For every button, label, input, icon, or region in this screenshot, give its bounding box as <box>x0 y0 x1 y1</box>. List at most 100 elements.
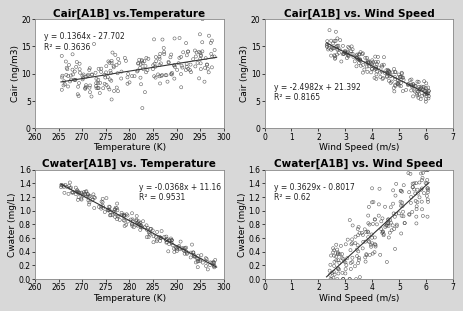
Point <box>343 49 350 54</box>
Point <box>179 50 187 55</box>
Point <box>140 59 148 64</box>
Point <box>389 67 397 72</box>
Point <box>97 204 105 209</box>
Point <box>391 77 398 81</box>
Point <box>419 85 426 90</box>
Point <box>75 191 83 196</box>
Point <box>355 230 363 235</box>
Point <box>131 74 138 79</box>
Point <box>355 255 362 260</box>
Point <box>180 248 188 253</box>
Point <box>381 204 388 209</box>
Point <box>144 56 152 61</box>
Point <box>424 89 432 94</box>
Point <box>208 38 215 43</box>
Point <box>363 55 370 60</box>
Point <box>368 200 375 205</box>
Point <box>176 247 183 252</box>
Point <box>348 255 355 260</box>
Point <box>206 263 213 268</box>
Point <box>365 253 373 258</box>
Point <box>416 86 424 91</box>
Point <box>386 217 393 222</box>
Point <box>138 61 146 66</box>
Point <box>407 209 415 214</box>
Point <box>210 263 217 268</box>
Point <box>60 83 67 88</box>
Point <box>119 217 127 222</box>
Point <box>113 201 120 206</box>
Point <box>85 67 93 72</box>
Point <box>142 55 150 60</box>
Point <box>187 255 194 260</box>
Point <box>397 70 405 75</box>
Point <box>104 74 111 79</box>
Point <box>180 246 187 251</box>
Point <box>334 267 341 272</box>
Point <box>108 97 115 102</box>
Point <box>327 276 334 281</box>
Point <box>157 229 165 234</box>
Point <box>133 69 141 74</box>
Point <box>333 276 340 281</box>
Point <box>422 181 429 186</box>
Point <box>191 64 199 69</box>
Point <box>363 58 371 63</box>
Point <box>417 178 425 183</box>
Point <box>210 263 218 268</box>
Point <box>331 56 338 61</box>
Point <box>94 77 102 82</box>
Point <box>196 61 204 66</box>
Point <box>61 190 68 195</box>
Point <box>330 272 338 277</box>
Point <box>407 88 414 93</box>
Point <box>101 75 109 80</box>
Point <box>352 53 359 58</box>
Point <box>65 191 72 196</box>
Point <box>399 214 406 219</box>
Point <box>150 234 157 239</box>
Point <box>181 251 188 256</box>
Point <box>196 50 204 55</box>
Point <box>369 199 376 204</box>
Point <box>74 189 81 194</box>
Point <box>423 186 430 191</box>
Point <box>93 86 100 91</box>
Point <box>73 189 80 194</box>
Point <box>117 76 125 81</box>
Point <box>325 28 332 33</box>
Point <box>194 60 201 65</box>
Point <box>64 74 72 79</box>
Point <box>113 208 121 213</box>
Point <box>415 91 422 96</box>
Point <box>138 58 145 63</box>
Point <box>150 61 158 66</box>
Point <box>333 36 340 41</box>
Point <box>63 67 71 72</box>
Point <box>421 168 429 173</box>
Point <box>364 238 371 243</box>
Point <box>408 85 415 90</box>
Point <box>377 219 384 224</box>
Point <box>384 220 391 225</box>
Point <box>183 250 190 255</box>
Point <box>417 187 424 192</box>
Point <box>348 223 356 228</box>
Point <box>196 32 203 37</box>
Point <box>93 76 100 81</box>
Point <box>348 237 355 242</box>
Point <box>413 79 420 84</box>
Point <box>168 238 175 243</box>
Point <box>341 48 348 53</box>
Point <box>69 190 77 195</box>
Point <box>182 245 189 250</box>
Point <box>416 171 424 176</box>
Point <box>135 222 142 227</box>
Point <box>363 229 371 234</box>
Point <box>134 61 142 66</box>
Point <box>352 55 359 60</box>
Point <box>102 70 110 75</box>
Point <box>343 256 350 261</box>
Point <box>351 241 358 246</box>
Point <box>358 52 365 57</box>
